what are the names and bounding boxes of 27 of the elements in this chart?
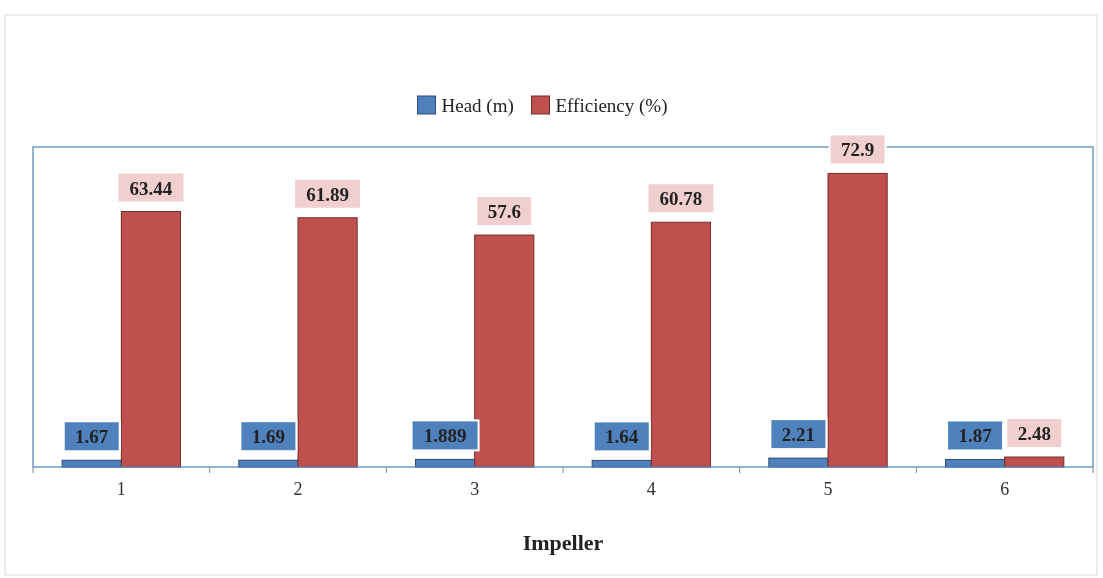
bar — [297, 217, 358, 468]
data-label: 60.78 — [659, 188, 703, 210]
x-tick-label: 6 — [1000, 479, 1010, 499]
data-label: 1.67 — [75, 426, 109, 448]
bar — [120, 211, 182, 468]
x-tick-label: 1 — [116, 479, 126, 499]
data-label: 1.889 — [423, 425, 467, 447]
data-label: 2.21 — [781, 424, 816, 446]
x-tick-label: 3 — [470, 479, 480, 499]
x-axis-title: Impeller — [522, 530, 604, 555]
legend-label: Head (m) — [441, 95, 514, 117]
bar — [650, 221, 712, 468]
data-label: 1.64 — [605, 426, 639, 448]
legend-label: Efficiency (%) — [555, 95, 668, 117]
bar — [1004, 456, 1065, 468]
x-tick-label: 5 — [823, 479, 833, 499]
data-label: 1.87 — [958, 425, 993, 447]
x-tick-label: 2 — [293, 479, 303, 499]
bar — [474, 234, 535, 468]
bar — [827, 172, 888, 468]
data-label: 57.6 — [487, 201, 521, 223]
data-label: 61.89 — [306, 183, 349, 205]
data-label: 72.9 — [840, 139, 875, 161]
x-tick-label: 4 — [646, 479, 656, 499]
data-label: 1.69 — [251, 426, 286, 448]
data-label: 63.44 — [129, 177, 173, 199]
data-label: 2.48 — [1017, 423, 1051, 445]
